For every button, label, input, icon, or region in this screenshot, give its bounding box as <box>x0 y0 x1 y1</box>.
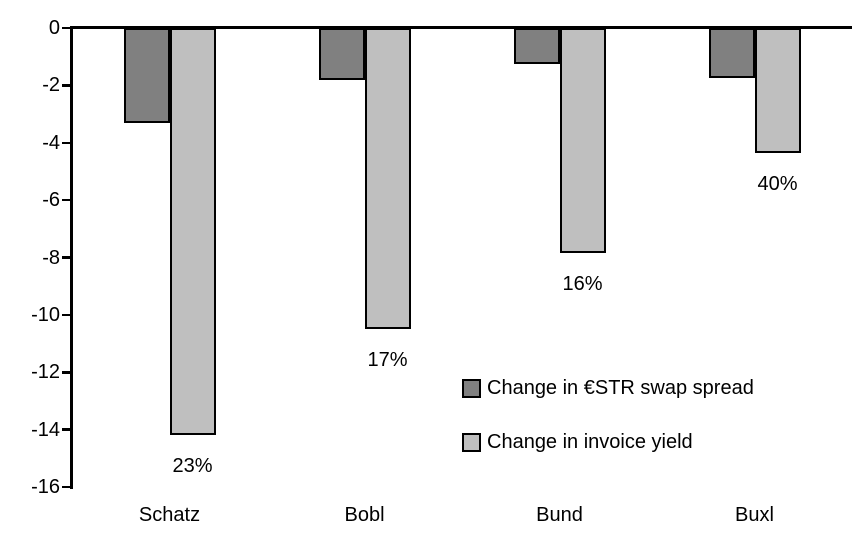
category-label-buxl: Buxl <box>735 504 774 526</box>
y-axis-tick-label: -12 <box>31 361 60 384</box>
data-label-bobl: 17% <box>367 349 408 372</box>
bar-swap-spread-schatz <box>123 28 170 123</box>
y-axis-tick-mark <box>62 84 71 87</box>
bar-invoice-yield-bund <box>559 28 606 254</box>
category-label-bobl: Bobl <box>344 504 385 526</box>
y-axis-line <box>70 26 73 489</box>
y-axis-tick-mark <box>62 256 71 259</box>
y-axis-tick-label: 0 <box>48 17 60 39</box>
y-axis-tick-mark <box>62 141 71 144</box>
legend-swatch-swap-spread-icon <box>462 378 481 398</box>
bar-swap-spread-bund <box>513 28 560 64</box>
y-axis-tick-mark <box>62 26 71 30</box>
y-axis-tick-label: -2 <box>42 74 60 97</box>
y-axis-tick-mark <box>62 428 71 431</box>
legend-item-invoice-yield: Change in invoice yield <box>462 431 754 453</box>
legend: Change in €STR swap spread Change in inv… <box>462 377 754 485</box>
y-axis-tick-mark <box>62 485 71 489</box>
data-label-bund: 16% <box>562 273 603 296</box>
legend-swatch-invoice-yield-icon <box>462 432 481 452</box>
legend-label-swap-spread: Change in €STR swap spread <box>487 377 754 399</box>
bar-invoice-yield-buxl <box>754 28 801 153</box>
legend-item-swap-spread: Change in €STR swap spread <box>462 377 754 399</box>
y-axis-tick-label: -4 <box>42 131 60 154</box>
bar-swap-spread-buxl <box>708 28 755 79</box>
category-label-bund: Bund <box>536 504 583 526</box>
legend-label-invoice-yield: Change in invoice yield <box>487 431 693 453</box>
y-axis-tick-label: -6 <box>42 189 60 212</box>
bar-invoice-yield-bobl <box>364 28 411 330</box>
y-axis-tick-label: -14 <box>31 418 60 441</box>
category-label-schatz: Schatz <box>138 504 201 526</box>
y-axis-tick-mark <box>62 313 71 317</box>
data-label-schatz: 23% <box>172 455 213 478</box>
y-axis-tick-label: -10 <box>31 303 60 326</box>
bar-invoice-yield-schatz <box>169 28 216 436</box>
y-axis-tick-mark <box>62 371 71 374</box>
y-axis-tick-label: -8 <box>42 246 60 269</box>
bar-swap-spread-bobl <box>318 28 365 80</box>
y-axis-tick-label: -16 <box>31 476 60 498</box>
data-label-buxl: 40% <box>757 172 798 195</box>
x-axis-line <box>70 26 852 29</box>
y-axis-tick-mark <box>62 198 71 202</box>
